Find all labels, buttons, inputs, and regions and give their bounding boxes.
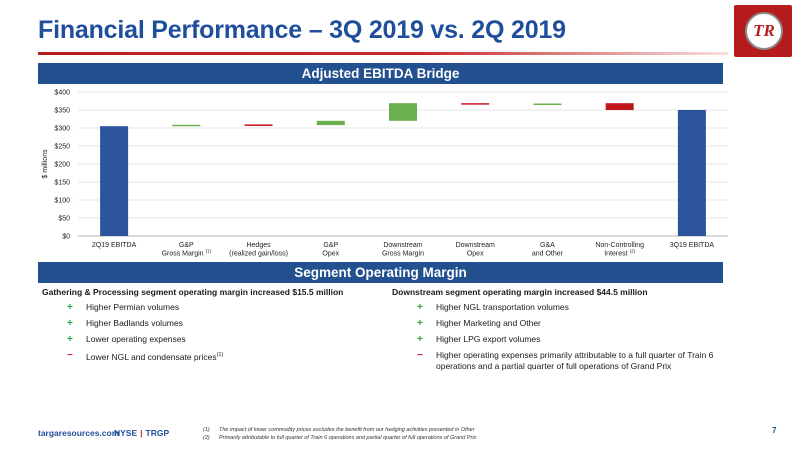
y-tick-label: $300	[54, 126, 70, 133]
x-tick-label: Downstream	[456, 242, 495, 249]
footnote-ref: (2)	[630, 249, 636, 254]
stock-ticker: NYSE | TRGP	[114, 428, 169, 438]
y-tick-label: $250	[54, 144, 70, 151]
footnote: (1) The impact of lower commodity prices …	[203, 426, 476, 434]
y-axis-label: $ millions	[42, 149, 49, 179]
x-tick-label: and Other	[532, 251, 564, 258]
y-tick-label: $400	[54, 90, 70, 97]
x-tick-label: G&P	[179, 242, 194, 249]
x-tick-label: (realized gain/loss)	[229, 251, 288, 258]
y-tick-label: $100	[54, 198, 70, 205]
footnote-number: (2)	[203, 435, 210, 441]
bar-increase	[389, 103, 417, 121]
gp-segment-item-text: Higher Permian volumes	[86, 302, 180, 312]
x-tick-label: Downstream	[383, 242, 422, 249]
bar-decrease	[605, 103, 634, 110]
bar-total	[677, 110, 706, 236]
downstream-segment-list: + Higher NGL transportation volumes + Highe…	[392, 302, 737, 372]
gp-segment-title: Gathering & Processing segment operating…	[42, 287, 344, 297]
downstream-segment-item-text: Higher Marketing and Other	[436, 318, 541, 328]
downstream-segment-item: + Higher LPG export volumes	[392, 334, 737, 345]
gp-segment-item: + Higher Badlands volumes	[42, 318, 402, 329]
bar-total	[100, 126, 129, 236]
chart-section-header: Adjusted EBITDA Bridge	[38, 63, 723, 84]
gp-segment-item-text: Lower NGL and condensate prices	[86, 351, 217, 362]
x-tick-label: Gross Margin (1)	[162, 249, 212, 258]
logo-text: TR	[753, 21, 775, 40]
bar-decrease	[461, 103, 490, 105]
minus-icon: −	[67, 350, 73, 361]
footnote-text: The impact of lower commodity prices exc…	[219, 427, 475, 433]
y-tick-label: $0	[62, 234, 70, 241]
page-title: Financial Performance – 3Q 2019 vs. 2Q 2…	[38, 16, 566, 44]
ticker-symbol: TRGP	[145, 428, 170, 438]
bar-increase	[172, 124, 201, 127]
gp-segment-list: + Higher Permian volumes + Higher Badlands …	[42, 302, 402, 363]
bar-decrease	[244, 124, 273, 126]
x-tick-label: G&P	[323, 242, 338, 249]
title-underline	[38, 52, 728, 55]
footnote-number: (1)	[203, 427, 210, 433]
x-tick-label: G&A	[540, 242, 555, 249]
y-tick-label: $200	[54, 162, 70, 169]
plus-icon: +	[67, 318, 73, 329]
x-tick-label: Opex	[322, 251, 339, 258]
downstream-segment-item-text: Higher LPG export volumes	[436, 334, 541, 344]
minus-icon: −	[417, 350, 423, 361]
exchange-name: NYSE	[114, 428, 138, 438]
downstream-segment-item-text: Higher operating expenses primarily attr…	[436, 350, 714, 371]
gp-segment-item-text: Lower operating expenses	[86, 334, 186, 344]
downstream-segment-item: + Higher NGL transportation volumes	[392, 302, 737, 313]
x-tick-label: 2Q19 EBITDA	[92, 242, 137, 249]
y-tick-label: $350	[54, 108, 70, 115]
downstream-segment-item-text: Higher NGL transportation volumes	[436, 302, 569, 312]
downstream-segment-column: Downstream segment operating margin incr…	[392, 287, 737, 377]
ticker-separator: |	[140, 428, 143, 438]
plus-icon: +	[417, 302, 423, 313]
segment-section-header: Segment Operating Margin	[38, 262, 723, 283]
company-logo: TR	[734, 5, 792, 57]
gp-segment-item-text: Higher Badlands volumes	[86, 318, 183, 328]
gp-segment-item: − Lower NGL and condensate prices(1)	[42, 350, 402, 363]
plus-icon: +	[417, 318, 423, 329]
plus-icon: +	[67, 302, 73, 313]
gp-segment-column: Gathering & Processing segment operating…	[42, 287, 402, 368]
footnote-ref: (1)	[216, 352, 224, 358]
footnotes: (1) The impact of lower commodity prices …	[203, 426, 476, 442]
y-tick-label: $150	[54, 180, 70, 187]
x-tick-label: Interest (2)	[604, 249, 635, 258]
x-tick-label: Opex	[467, 251, 484, 258]
bar-increase	[316, 120, 345, 126]
x-tick-label: Gross Margin	[382, 251, 424, 258]
page-number: 7	[772, 426, 777, 435]
downstream-segment-item: + Higher Marketing and Other	[392, 318, 737, 329]
x-tick-label: Hedges	[246, 242, 271, 249]
footnote-text: Primarily attributable to full quarter o…	[219, 435, 477, 441]
bar-increase	[533, 103, 562, 106]
logo-emblem-icon: TR	[745, 12, 783, 50]
downstream-segment-title: Downstream segment operating margin incr…	[392, 287, 648, 297]
footnote: (2) Primarily attributable to full quarte…	[203, 434, 476, 442]
plus-icon: +	[67, 334, 73, 345]
footnote-ref: (1)	[206, 249, 212, 254]
y-tick-label: $50	[58, 216, 70, 223]
x-tick-label: 3Q19 EBITDA	[670, 242, 715, 249]
gp-segment-item: + Higher Permian volumes	[42, 302, 402, 313]
x-tick-label: Non-Controlling	[595, 242, 644, 249]
downstream-segment-item: − Higher operating expenses primarily att…	[392, 350, 737, 372]
gp-segment-item: + Lower operating expenses	[42, 334, 402, 345]
plus-icon: +	[417, 334, 423, 345]
company-website-link[interactable]: targaresources.com	[38, 428, 120, 438]
